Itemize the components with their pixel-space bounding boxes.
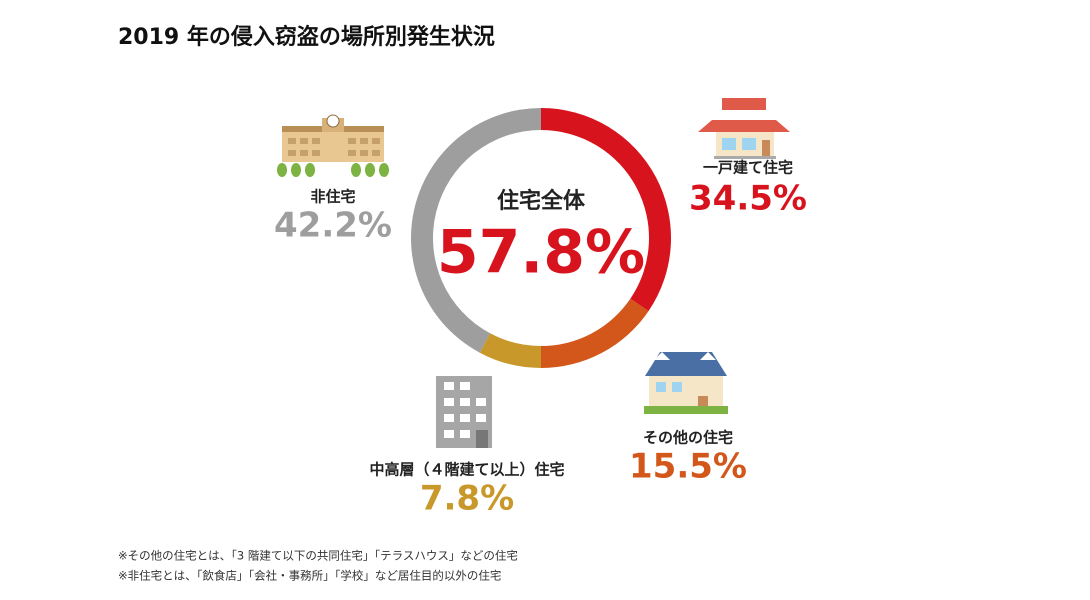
value-label: 7.8% <box>420 479 514 519</box>
donut-segment <box>479 333 541 368</box>
donut-segment <box>411 108 541 353</box>
icon-apartment <box>436 376 492 448</box>
category-label: 一戸建て住宅 <box>703 159 793 177</box>
donut-segment <box>541 108 671 312</box>
donut-segment <box>541 298 649 368</box>
category-label: その他の住宅 <box>643 429 733 447</box>
chart-title: 2019 年の侵入窃盗の場所別発生状況 <box>118 24 495 50</box>
icon-school <box>277 114 389 177</box>
category-label: 非住宅 <box>310 188 355 206</box>
center-label: 住宅全体 <box>497 188 586 214</box>
icon-detached-house <box>698 98 790 159</box>
icon-other-house <box>644 352 728 414</box>
category-label: 中高層（４階建て以上）住宅 <box>369 461 564 479</box>
value-label: 15.5% <box>629 447 747 487</box>
footnote: ※非住宅とは、「飲食店」「会社・事務所」「学校」など居住目的以外の住宅 <box>118 569 501 583</box>
center-value: 57.8% <box>437 218 645 288</box>
footnote: ※その他の住宅とは、「3 階建て以下の共同住宅」「テラスハウス」などの住宅 <box>118 549 518 563</box>
value-label: 42.2% <box>274 206 392 246</box>
value-label: 34.5% <box>689 179 807 219</box>
